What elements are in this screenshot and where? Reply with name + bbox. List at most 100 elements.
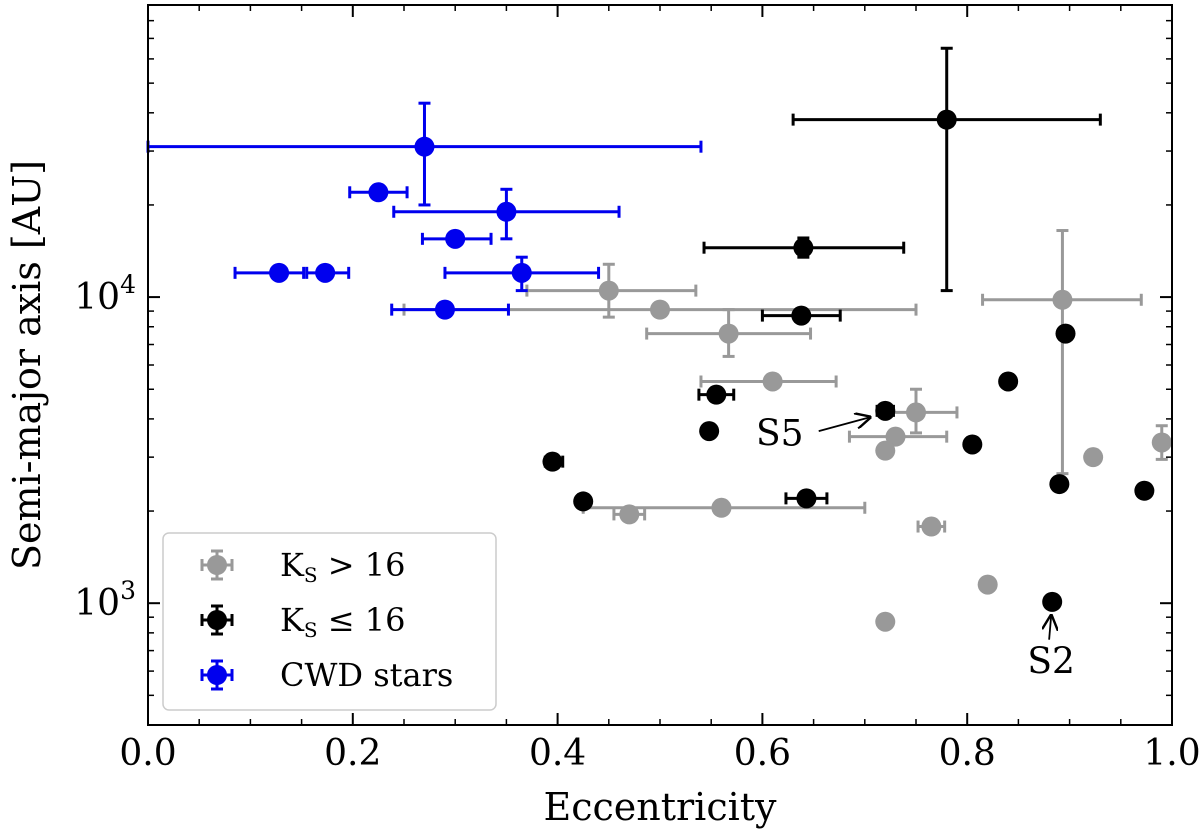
x-tick-label: 1.0 [1143,733,1200,774]
legend-label: KS > 16 [280,546,405,587]
point-marker [921,516,942,537]
annotation-arrow [818,417,870,432]
point-marker [542,451,563,472]
legend-box [162,532,497,711]
legend-marker [207,555,227,575]
data-point [392,187,621,241]
data-point [847,426,949,447]
legend-label-rel: ≤ 16 [318,601,406,639]
data-point [977,574,998,595]
series-1 [542,46,1155,612]
annotations: S5 S2 [756,413,1075,682]
data-point [981,229,1143,476]
point-marker [1055,323,1076,344]
point-marker [711,497,732,518]
data-point [875,440,896,461]
legend-entry: CWD stars [200,656,453,694]
point-marker [936,109,957,130]
data-point [305,262,351,283]
data-point [348,182,409,203]
data-point [1134,480,1155,501]
data-point [760,305,842,326]
point-marker [598,280,619,301]
data-point [443,255,601,293]
x-tick-label: 0.4 [529,733,586,774]
data-point [791,46,1102,293]
x-tick-label: 0.6 [734,733,791,774]
point-marker [998,371,1019,392]
legend-marker [207,665,227,685]
point-marker [1052,289,1073,310]
data-point [702,236,906,259]
series-0 [402,229,1172,632]
y-tick-exp: 4 [120,270,136,299]
legend-marker [207,610,227,630]
data-point [697,384,736,405]
data-point [1083,447,1104,468]
legend-label-rel: > 16 [318,546,406,584]
data-point [699,421,720,442]
point-marker [650,299,670,320]
point-marker [619,504,640,525]
annotation-label: S2 [1027,641,1075,682]
data-point [542,451,565,472]
data-point [390,299,510,320]
x-tick-label: 0.0 [119,733,176,774]
data-point [420,228,493,249]
point-marker [1134,480,1155,501]
data-point [1151,424,1172,461]
point-marker [445,228,466,249]
x-tick-label: 0.2 [324,733,381,774]
y-axis-label: Semi-major axis [AU] [5,160,49,570]
point-marker [977,574,998,595]
legend-label: KS ≤ 16 [280,601,405,642]
data-point [1049,474,1070,495]
point-marker [414,136,435,157]
point-marker [885,426,906,447]
data-point [645,308,813,358]
point-marker [1151,432,1172,453]
point-marker [706,384,727,405]
point-marker [699,421,720,442]
point-marker [434,299,455,320]
y-tick-base: 10 [74,583,120,624]
point-marker [762,371,783,392]
y-tick-base: 10 [74,277,120,318]
point-marker [796,488,817,509]
legend-label-sub: S [304,563,318,587]
point-marker [315,262,336,283]
data-point [612,504,647,525]
point-marker [875,440,896,461]
legend-label-main: K [280,546,305,584]
point-marker [1083,447,1104,468]
point-marker [718,323,739,344]
legend-entry: KS > 16 [200,546,405,587]
point-marker [875,400,896,421]
point-marker [875,611,896,632]
y-tick-exp: 3 [120,576,136,605]
data-point [573,491,594,512]
y-tick-label: 104 [74,270,136,318]
data-point [875,400,896,421]
data-point [875,611,896,632]
legend-label-main: CWD stars [280,656,453,694]
point-marker [962,434,983,455]
point-marker [368,182,389,203]
legend-entry: KS ≤ 16 [200,601,405,642]
plot-data [146,46,1172,632]
data-point [784,488,829,509]
point-marker [1042,591,1063,612]
point-marker [793,237,814,258]
legend-label-main: K [280,601,305,639]
x-tick-label: 0.8 [939,733,996,774]
data-point [233,262,306,283]
point-marker [791,305,812,326]
data-point [1042,591,1063,612]
legend-label: CWD stars [280,656,453,694]
point-marker [1049,474,1070,495]
data-point [998,371,1019,392]
data-point [699,371,838,392]
data-point [1055,323,1076,344]
legend-label-sub: S [304,618,318,642]
